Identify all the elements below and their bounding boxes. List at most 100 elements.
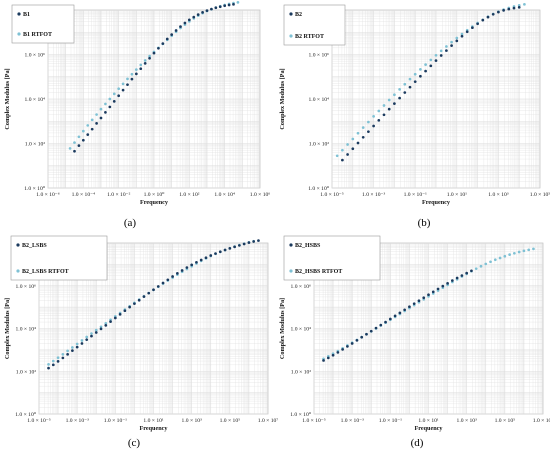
data-point xyxy=(484,262,488,266)
data-point xyxy=(75,345,79,349)
data-point xyxy=(341,148,344,152)
data-point xyxy=(71,349,74,352)
data-point xyxy=(228,247,232,250)
data-point xyxy=(152,288,155,292)
data-point xyxy=(387,107,391,111)
data-point xyxy=(196,13,200,16)
data-point xyxy=(502,9,505,12)
data-point xyxy=(218,250,222,254)
data-point xyxy=(148,56,151,60)
chart-panel-b: 1.0 × 10⁻⁵ 1.0 × 10⁻³ 1.0 × 10⁻¹ 1.0 × 10¹ 1… xyxy=(277,0,550,229)
data-point xyxy=(99,116,103,120)
data-point xyxy=(522,249,526,253)
chart-b-svg: 1.0 × 10⁻⁵ 1.0 × 10⁻³ 1.0 × 10⁻¹ 1.0 × 10¹ 1… xyxy=(279,2,550,206)
data-point xyxy=(460,34,464,38)
y-tick-label-d: 1.0 × 10² xyxy=(291,369,312,375)
x-tick-label-a: 1.0 × 10⁴ xyxy=(214,192,235,198)
data-point xyxy=(61,352,65,356)
data-point xyxy=(51,363,55,367)
data-point xyxy=(185,266,189,269)
data-point xyxy=(47,366,50,370)
data-point xyxy=(335,154,339,158)
x-tick-label-a: 1.0 × 10⁻² xyxy=(107,192,130,198)
data-point xyxy=(171,275,174,278)
chart-d-svg: 1.0 × 10⁻⁵ 1.0 × 10⁻³ 1.0 × 10⁻¹ 1.0 × 10¹ 1… xyxy=(279,235,550,432)
legend-marker-c-1 xyxy=(16,243,20,247)
y-tick-label-b: 1.0 × 10² xyxy=(309,142,330,148)
data-point xyxy=(214,6,218,10)
data-point xyxy=(513,251,516,255)
data-point xyxy=(336,351,340,354)
data-point xyxy=(341,158,344,162)
data-point xyxy=(99,327,103,331)
data-point xyxy=(113,316,117,320)
x-tick-label-c: 1.0 × 10⁻⁵ xyxy=(27,418,50,424)
series-b-1 xyxy=(341,5,521,162)
data-point xyxy=(497,10,500,14)
x-tick-label-d: 1.0 × 10⁻³ xyxy=(341,418,364,424)
y-tick-label-c: 1.0 × 10⁶ xyxy=(16,284,37,290)
data-point xyxy=(431,290,435,294)
data-point xyxy=(355,338,359,342)
data-point xyxy=(204,256,208,260)
data-point xyxy=(350,342,354,345)
data-point xyxy=(377,109,381,113)
data-point xyxy=(117,87,121,91)
data-point xyxy=(493,258,497,262)
data-point xyxy=(104,324,108,327)
data-point xyxy=(133,302,136,306)
legend-label-a-2: B1 RTFOT xyxy=(23,32,52,38)
data-point xyxy=(190,263,194,267)
data-point xyxy=(422,296,426,300)
data-point xyxy=(445,49,448,52)
data-point xyxy=(429,64,433,68)
y-tick-label-d: 1.0 × 10⁴ xyxy=(291,327,312,333)
data-point xyxy=(455,276,459,280)
data-point xyxy=(77,135,81,139)
data-point xyxy=(90,127,94,131)
data-point xyxy=(218,5,222,9)
data-point xyxy=(436,287,440,291)
y-axis-title-c: Complex Modulus [Pa] xyxy=(4,298,11,359)
data-point xyxy=(104,102,107,106)
legend-marker-a-1 xyxy=(17,12,21,16)
data-point xyxy=(112,100,116,103)
data-point xyxy=(517,250,521,254)
y-tick-label-a: 1.0 × 10⁰ xyxy=(24,185,46,192)
x-tick-label-d: 1.0 × 10⁻¹ xyxy=(379,418,402,424)
data-point xyxy=(441,284,445,288)
data-point xyxy=(419,68,422,71)
data-point xyxy=(446,281,449,285)
x-tick-label-b: 1.0 × 10⁵ xyxy=(530,192,550,198)
data-point xyxy=(99,107,103,111)
data-point xyxy=(66,349,69,353)
data-point xyxy=(398,311,402,315)
data-point xyxy=(90,332,93,335)
data-point xyxy=(252,240,256,243)
data-point xyxy=(179,25,182,28)
legend-c: B2_LSBS B2_LSBS RTFOT xyxy=(10,235,108,281)
data-point xyxy=(365,332,368,336)
data-point xyxy=(450,44,453,47)
data-point xyxy=(238,244,241,247)
data-point xyxy=(81,138,85,142)
x-tick-label-c: 1.0 × 10³ xyxy=(182,418,203,424)
data-point xyxy=(455,39,459,43)
data-point xyxy=(227,3,231,7)
data-point xyxy=(187,18,191,22)
data-point xyxy=(346,143,349,146)
data-point xyxy=(460,32,464,36)
x-tick-label-a: 1.0 × 10⁶ xyxy=(250,192,271,198)
data-point xyxy=(80,339,84,342)
data-point xyxy=(434,59,438,62)
data-point xyxy=(419,74,422,78)
data-point xyxy=(326,356,330,360)
data-point xyxy=(210,7,213,11)
x-tick-label-d: 1.0 × 10⁷ xyxy=(533,418,550,424)
x-axis-title-a: Frequency xyxy=(140,199,169,206)
series-a-1 xyxy=(73,2,235,153)
data-point xyxy=(166,278,170,282)
chart-panel-d: 1.0 × 10⁻⁵ 1.0 × 10⁻³ 1.0 × 10⁻¹ 1.0 × 10¹ 1… xyxy=(277,230,550,454)
data-point xyxy=(372,115,375,118)
